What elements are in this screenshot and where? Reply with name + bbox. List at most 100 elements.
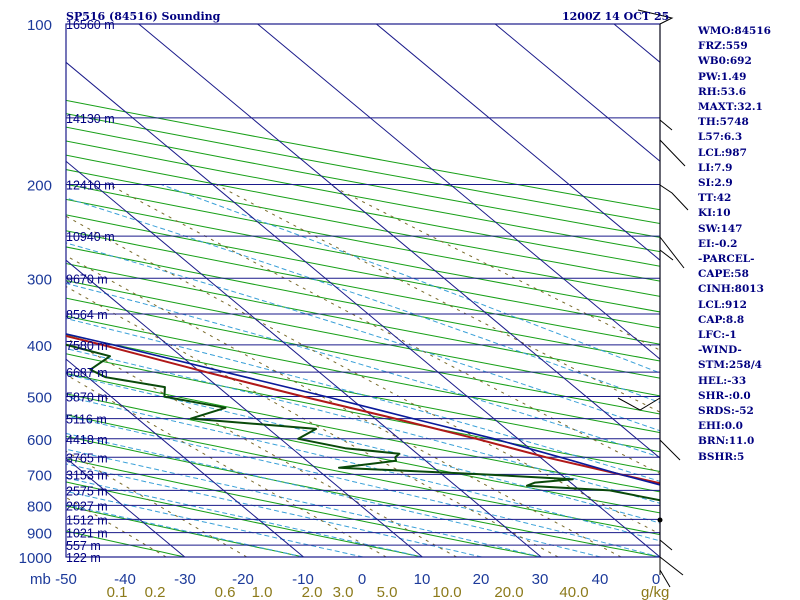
index-item: BSHR:5 — [698, 450, 745, 463]
index-item: CAP:8.8 — [698, 313, 745, 326]
index-item: EI:-0.2 — [698, 237, 738, 250]
height-label: 16560 m — [66, 18, 115, 32]
dry-adiabat-line — [66, 393, 660, 514]
index-item: SRDS:-52 — [698, 405, 754, 418]
mixing-ratio-label: 0.1 — [107, 584, 128, 600]
moist-adiabat-line — [66, 242, 660, 432]
dry-adiabat-line — [66, 481, 423, 557]
pressure-tick-label: 200 — [27, 177, 52, 194]
height-label: 557 m — [66, 539, 101, 553]
dry-adiabat-line — [66, 334, 660, 453]
index-item: SW:147 — [698, 222, 743, 235]
index-item: RH:53.6 — [698, 85, 747, 98]
height-label: 6687 m — [66, 366, 108, 380]
index-item: LFC:-1 — [698, 329, 737, 342]
dry-adiabat-line — [66, 99, 660, 211]
temperature-tick-label: -40 — [114, 571, 136, 588]
moist-adiabat-line — [66, 318, 660, 482]
isotherm-line — [66, 358, 304, 557]
mixing-ratio-line — [66, 450, 247, 557]
temperature-tick-label: -30 — [174, 571, 196, 588]
wind-barb — [659, 439, 681, 461]
index-item: LCL:987 — [698, 146, 747, 159]
mixing-ratio-label: 0.6 — [215, 584, 236, 600]
isobars — [66, 23, 660, 558]
index-item: LCL:912 — [698, 298, 747, 311]
isotherm-line — [66, 160, 542, 557]
mixing-ratio-label: 3.0 — [333, 584, 354, 600]
temperature-tick-label: 0 — [652, 571, 660, 588]
pressure-unit-label: mb — [30, 571, 51, 588]
index-item: PW:1.49 — [698, 70, 747, 83]
index-item: TT:42 — [698, 192, 732, 205]
dry-adiabat-line — [66, 297, 660, 415]
dry-adiabat-line — [66, 154, 660, 267]
height-label: 14130 m — [66, 112, 115, 126]
dry-adiabats — [66, 99, 660, 557]
wind-barb — [659, 556, 684, 576]
moist-adiabats — [66, 183, 660, 557]
isotherm-line — [66, 259, 423, 557]
dry-adiabat-line — [66, 246, 660, 362]
height-label: 7580 m — [66, 339, 108, 353]
index-item: BRN:11.0 — [698, 435, 755, 448]
moist-adiabat-line — [66, 282, 660, 458]
temperature-tick-label: 20 — [473, 571, 490, 588]
pressure-tick-label: 700 — [27, 467, 52, 484]
index-item: STM:258/4 — [698, 359, 762, 372]
isotherm-line — [257, 24, 660, 360]
pressure-tick-label: 100 — [27, 17, 52, 34]
height-label: 3765 m — [66, 451, 108, 465]
height-label: 122 m — [66, 551, 101, 565]
pressure-tick-label: 600 — [27, 432, 52, 449]
temperature-tick-label: 30 — [532, 571, 549, 588]
index-item: KI:10 — [698, 207, 731, 220]
pressure-tick-label: 1000 — [19, 550, 52, 567]
mixing-ratio-label: 20.0 — [494, 584, 523, 600]
mixing-ratio-label: 40.0 — [559, 584, 588, 600]
dry-adiabat-line — [66, 263, 660, 379]
dry-adiabat-line — [66, 353, 660, 473]
dry-adiabat-line — [66, 113, 660, 224]
index-item: LI:7.9 — [698, 161, 733, 174]
isotherm-line — [376, 24, 660, 261]
dry-adiabat-line — [66, 183, 660, 297]
moist-adiabat-line — [160, 183, 660, 374]
wind-barb — [659, 139, 686, 167]
mixing-ratio-line — [66, 285, 559, 557]
height-label: 2575 m — [66, 484, 108, 498]
dry-adiabat-line — [66, 230, 660, 345]
plot-frame — [65, 23, 661, 558]
mixing-ratio-label: 1.0 — [252, 584, 273, 600]
dry-adiabat-line — [66, 126, 660, 238]
wind-barbs — [617, 9, 689, 588]
isotherm-line — [494, 24, 660, 162]
isotherm-line — [66, 61, 660, 557]
wind-barb — [637, 9, 674, 25]
mixing-ratio-line — [215, 183, 660, 413]
temperature-tick-label: -20 — [232, 571, 254, 588]
dry-adiabat-line — [66, 372, 660, 493]
mixing-ratio-label: 10.0 — [432, 584, 461, 600]
index-item: WMO:84516 — [698, 25, 771, 37]
index-item: -PARCEL- — [698, 253, 755, 266]
isotherm-line — [66, 457, 186, 557]
height-label: 5870 m — [66, 391, 108, 405]
pressure-tick-label: 300 — [27, 271, 52, 288]
height-label: 5116 m — [66, 413, 107, 427]
stability-indices-panel: WMO:84516 FRZ:559 WB0:692 PW:1.49 RH:53.6 MAX… — [698, 24, 771, 465]
mixing-ratio-line — [108, 183, 660, 475]
height-label: 10940 m — [66, 230, 115, 244]
index-item: CINH:8013 — [698, 283, 764, 296]
moist-adiabat-line — [66, 490, 364, 557]
height-label: 1021 m — [66, 527, 108, 541]
temperature-profile-line — [66, 334, 660, 485]
time-title: 1200Z 14 OCT 25 — [562, 10, 670, 23]
index-item: L57:6.3 — [698, 131, 743, 144]
mixing-ratio-unit-label: g/kg — [641, 584, 669, 600]
pressure-tick-label: 400 — [27, 338, 52, 355]
moist-adiabat-line — [66, 448, 542, 557]
index-item: -WIND- — [698, 344, 742, 357]
mixing-ratio-line — [328, 183, 660, 351]
